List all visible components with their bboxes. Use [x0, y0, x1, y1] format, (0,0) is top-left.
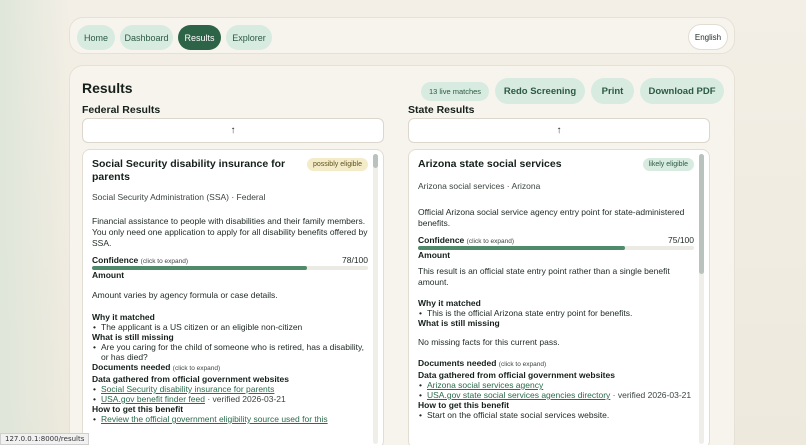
confidence-bar-fill	[418, 246, 625, 250]
scroll-thumb[interactable]	[699, 154, 704, 274]
nav-results-button[interactable]: Results	[178, 25, 221, 50]
browser-status-url: 127.0.0.1:8000/results	[0, 433, 90, 445]
live-matches-badge: 13 live matches	[421, 82, 489, 101]
state-sort-toggle[interactable]: ↑	[408, 118, 710, 143]
agency-line: Arizona social services · Arizona	[418, 181, 541, 191]
how-to-label: How to get this benefit	[418, 400, 510, 410]
state-results-heading: State Results	[408, 104, 475, 116]
confidence-bar	[418, 246, 694, 250]
confidence-toggle[interactable]: Confidence (click to expand) 75/100	[418, 235, 694, 245]
results-panel: Results 13 live matches Redo Screening P…	[69, 65, 735, 445]
how-to-label: How to get this benefit	[92, 404, 184, 414]
source-verified: · verified 2026-03-21	[610, 390, 692, 400]
benefit-title: Social Security disability insurance for…	[92, 158, 286, 183]
federal-results-heading: Federal Results	[82, 104, 161, 116]
benefit-description: Financial assistance to people with disa…	[92, 216, 368, 248]
eligibility-badge: likely eligible	[642, 158, 694, 171]
source-item: USA.gov benefit finder feed · verified 2…	[92, 394, 368, 404]
language-selector[interactable]: English	[688, 24, 728, 50]
why-item: This is the official Arizona state entry…	[418, 308, 694, 318]
amount-text: This result is an official state entry p…	[418, 266, 670, 287]
source-link[interactable]: USA.gov state social services agencies d…	[427, 390, 611, 400]
documents-toggle[interactable]: Documents needed (click to expand)	[418, 358, 694, 370]
nav-explorer-button[interactable]: Explorer	[226, 25, 272, 50]
source-link[interactable]: USA.gov benefit finder feed	[101, 394, 205, 404]
documents-label: Documents needed	[418, 358, 497, 368]
missing-label: What is still missing	[418, 318, 500, 328]
how-to-item: Review the official government eligibili…	[92, 414, 368, 424]
sources-label: Data gathered from official government w…	[92, 374, 289, 384]
nav-dashboard-button[interactable]: Dashboard	[120, 25, 173, 50]
state-card-scrollbar[interactable]	[699, 154, 704, 444]
missing-text: No missing facts for this current pass.	[418, 337, 560, 347]
source-link[interactable]: Social Security disability insurance for…	[101, 384, 275, 394]
documents-toggle[interactable]: Documents needed (click to expand)	[92, 362, 368, 374]
confidence-score: 78/100	[342, 255, 368, 265]
missing-label: What is still missing	[92, 332, 174, 342]
why-item: The applicant is a US citizen or an elig…	[92, 322, 368, 332]
source-item: USA.gov state social services agencies d…	[418, 390, 694, 400]
documents-hint: (click to expand)	[498, 361, 547, 368]
how-to-link[interactable]: Review the official government eligibili…	[101, 414, 328, 424]
top-nav: Home Dashboard Results Explorer English	[69, 17, 735, 54]
federal-card-scrollbar[interactable]	[373, 154, 378, 444]
print-button[interactable]: Print	[591, 78, 634, 104]
confidence-score: 75/100	[668, 235, 694, 245]
documents-label: Documents needed	[92, 362, 171, 372]
source-item: Social Security disability insurance for…	[92, 384, 368, 394]
federal-result-card: Social Security disability insurance for…	[82, 149, 384, 445]
source-item: Arizona social services agency	[418, 380, 694, 390]
source-verified: · verified 2026-03-21	[204, 394, 286, 404]
amount-label: Amount	[92, 270, 125, 280]
sources-label: Data gathered from official government w…	[418, 370, 615, 380]
confidence-hint: (click to expand)	[466, 238, 514, 245]
confidence-bar-fill	[92, 266, 308, 270]
documents-hint: (click to expand)	[172, 365, 221, 372]
why-matched-label: Why it matched	[418, 298, 481, 308]
confidence-label: Confidence	[418, 235, 465, 245]
arrow-up-icon: ↑	[230, 125, 236, 136]
amount-text: Amount varies by agency formula or case …	[92, 290, 278, 300]
benefit-description: Official Arizona social service agency e…	[418, 207, 685, 228]
federal-sort-toggle[interactable]: ↑	[82, 118, 384, 143]
page-title: Results	[82, 80, 133, 96]
why-matched-label: Why it matched	[92, 312, 155, 322]
agency-line: Social Security Administration (SSA) · F…	[92, 192, 266, 202]
confidence-bar	[92, 266, 368, 270]
how-to-item: Start on the official state social servi…	[418, 410, 694, 420]
state-result-card: Arizona state social services likely eli…	[408, 149, 710, 445]
confidence-label: Confidence	[92, 255, 139, 265]
source-link[interactable]: Arizona social services agency	[427, 380, 544, 390]
confidence-hint: (click to expand)	[140, 258, 188, 265]
redo-screening-button[interactable]: Redo Screening	[495, 78, 585, 104]
benefit-title: Arizona state social services	[418, 158, 562, 170]
nav-home-button[interactable]: Home	[77, 25, 115, 50]
amount-label: Amount	[418, 250, 451, 260]
eligibility-badge: possibly eligible	[306, 158, 368, 171]
scroll-thumb[interactable]	[373, 154, 378, 168]
download-pdf-button[interactable]: Download PDF	[640, 78, 724, 104]
arrow-up-icon: ↑	[556, 125, 562, 136]
confidence-toggle[interactable]: Confidence (click to expand) 78/100	[92, 255, 368, 265]
missing-item: Are you caring for the child of someone …	[92, 342, 368, 362]
